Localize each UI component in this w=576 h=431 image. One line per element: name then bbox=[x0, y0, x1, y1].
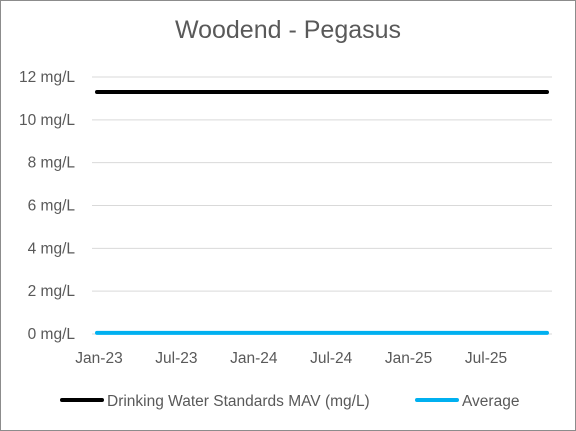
y-tick-label: 4 mg/L bbox=[28, 240, 76, 257]
y-tick-label: 0 mg/L bbox=[28, 326, 76, 343]
x-tick-label: Jan-24 bbox=[230, 350, 278, 367]
gridlines bbox=[92, 76, 552, 335]
y-axis-ticks: 0 mg/L 2 mg/L 4 mg/L 6 mg/L 8 mg/L 10 mg/L 12 … bbox=[19, 69, 75, 343]
legend-label: Average bbox=[462, 393, 519, 410]
legend-label: Drinking Water Standards MAV (mg/L) bbox=[107, 393, 370, 410]
y-tick-label: 6 mg/L bbox=[28, 198, 76, 215]
y-tick-label: 12 mg/L bbox=[19, 69, 75, 86]
y-tick-label: 8 mg/L bbox=[28, 155, 76, 172]
y-tick-label: 2 mg/L bbox=[28, 283, 76, 300]
x-tick-label: Jul-23 bbox=[155, 350, 197, 367]
x-axis-ticks: Jan-23 Jul-23 Jan-24 Jul-24 Jan-25 Jul-25 bbox=[75, 350, 507, 367]
series-lines bbox=[95, 89, 549, 335]
y-tick-label: 10 mg/L bbox=[19, 112, 75, 129]
legend: Drinking Water Standards MAV (mg/L) Avera… bbox=[60, 393, 519, 410]
x-tick-label: Jan-23 bbox=[75, 350, 122, 367]
x-tick-label: Jul-25 bbox=[465, 350, 507, 367]
x-tick-label: Jan-25 bbox=[385, 350, 432, 367]
chart-title: Woodend - Pegasus bbox=[174, 16, 402, 44]
x-tick-label: Jul-24 bbox=[310, 350, 353, 367]
